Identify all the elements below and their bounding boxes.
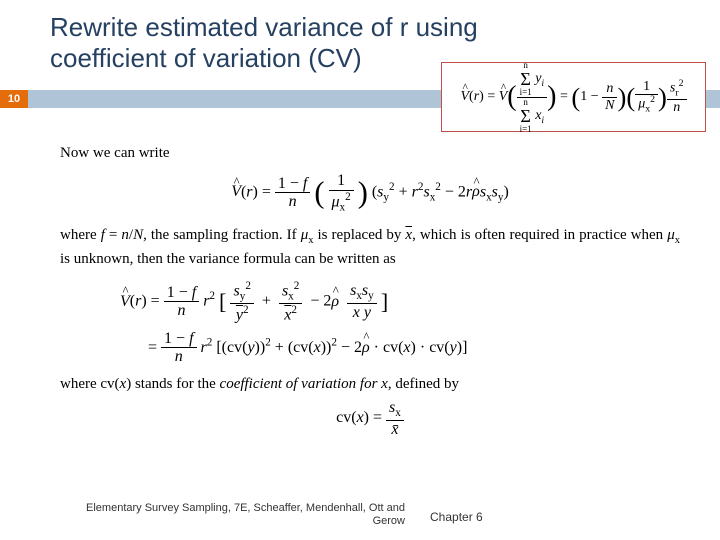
- callout-f3: sr2n: [667, 79, 687, 116]
- title-line1: Rewrite estimated variance of r using: [50, 12, 478, 42]
- callout-f2: 1μx2: [635, 79, 658, 116]
- equation-3: = 1 − fn r2 [(cv(y))2 + (cv(x))2 − 2ρ · …: [148, 330, 680, 366]
- variance-callout: V(r) = V ( nΣi=1 yi nΣi=1 xi ) = ( 1 − n…: [441, 62, 706, 132]
- callout-f1: 1 − nN: [580, 81, 617, 113]
- equation-2: V(r) = 1 − fn r2 [ sy2y2 + sx2x2 − 2ρ sx…: [120, 280, 680, 324]
- footer-line1: Elementary Survey Sampling, 7E, Scheaffe…: [86, 502, 405, 514]
- intro-text: Now we can write: [60, 145, 680, 162]
- callout-ratio: nΣi=1 yi nΣi=1 xi: [517, 61, 548, 134]
- title-line2: coefficient of variation (CV): [50, 43, 362, 73]
- footer-chapter: Chapter 6: [430, 510, 483, 524]
- footer-citation: Elementary Survey Sampling, 7E, Scheaffe…: [45, 502, 405, 528]
- mid-paragraph: where f = n/N, the sampling fraction. If…: [60, 225, 680, 270]
- equation-1: V(r) = 1 − fn ( 1μx2 ) (sy2 + r2sx2 − 2r…: [60, 172, 680, 213]
- callout-lhs: V(r) = V: [460, 89, 507, 105]
- slide-number: 10: [0, 90, 28, 108]
- content-area: Now we can write V(r) = 1 − fn ( 1μx2 ) …: [60, 145, 680, 438]
- slide-title: Rewrite estimated variance of r using co…: [50, 12, 478, 74]
- footer-line2: Gerow: [373, 515, 405, 527]
- cv-equation: cv(x) = sxx̄: [60, 399, 680, 438]
- cv-definition-text: where cv(x) stands for the coefficient o…: [60, 376, 680, 393]
